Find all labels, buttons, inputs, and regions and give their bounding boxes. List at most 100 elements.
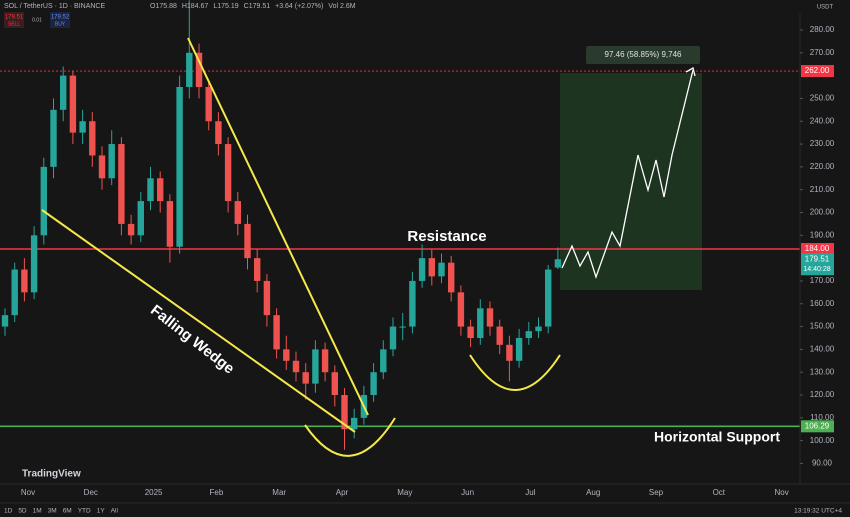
candle-body [30,235,38,293]
candle-body [554,259,562,268]
y-tick-label: 120.00 [810,390,835,399]
candle-body [98,155,106,179]
candle-body [302,372,309,384]
x-tick-label: 2025 [145,488,163,497]
candle-body [321,349,329,373]
countdown: 14:40:28 [803,266,830,273]
wedge-lower [41,209,356,433]
range-button[interactable]: 3M [48,508,57,515]
candle-body [380,349,387,373]
candle-body [79,121,86,133]
candle-body [486,308,494,327]
y-tick-label: 150.00 [810,322,835,331]
range-button[interactable]: 1D [4,508,13,515]
candle-body [118,144,125,224]
candle-body [292,360,300,373]
candle-body [467,326,474,338]
y-tick-label: 220.00 [810,162,835,171]
sell-label: SELL [8,21,20,27]
y-tick-label: 90.00 [812,459,833,468]
candle-body [477,308,484,338]
y-tick-label: 240.00 [810,116,835,125]
x-tick-label: Dec [84,488,98,497]
range-button[interactable]: YTD [78,508,91,515]
y-tick-label: 210.00 [810,185,835,194]
currency: USDT [817,5,834,11]
ohlc-legend: C179.51 [244,3,271,10]
arrow-head [685,67,696,77]
candle-body [137,201,144,236]
candle-body [448,262,455,293]
clock: 13:19:32 UTC+4 [794,508,842,515]
candle-body [50,109,57,167]
range-button[interactable]: All [111,508,119,515]
resistance-label: Resistance [407,228,486,245]
y-tick-label: 170.00 [810,276,835,285]
y-tick-label: 270.00 [810,48,835,57]
candle-body [40,166,47,236]
candle-body [312,349,319,384]
level-tag [801,65,834,78]
candle-body [428,258,435,277]
level-tag [801,420,834,433]
sell-price: 179.51 [5,15,24,21]
candle-body [515,337,523,361]
bottom-curve [304,417,396,457]
y-tick-label: 140.00 [810,344,835,353]
x-tick-label: Nov [774,488,788,497]
sell-box [4,12,24,28]
candle-body [341,395,348,430]
candle-body [244,223,251,259]
ohlc-legend: O175.88 [150,3,177,10]
candle-body [108,144,115,179]
ohlc-legend: H184.67 [182,3,209,10]
y-tick-label: 200.00 [810,208,835,217]
x-tick-label: Jul [525,488,535,497]
candle-body [127,223,135,236]
candle-body [283,349,290,361]
cup-curve [469,354,561,391]
support-label: Horizontal Support [654,429,780,445]
candle-body [195,52,203,88]
ohlc-legend: +3.64 (+2.07%) [275,3,323,10]
range-button[interactable]: 5D [18,508,27,515]
candle-body [545,269,552,327]
candle-body [370,372,377,396]
level-label: 262.00 [805,66,830,75]
x-tick-label: May [397,488,412,497]
range-button[interactable]: 1Y [97,508,106,515]
projection-box [560,73,702,290]
ohlc-legend: Vol 2.6M [328,3,355,10]
candle-body [89,121,96,156]
wedge-upper [187,37,369,416]
projection-label-box [586,46,700,64]
y-tick-label: 160.00 [810,299,835,308]
projection-path [561,69,694,280]
x-tick-label: Sep [649,488,664,497]
candle-body [409,280,416,327]
buy-price: 179.52 [51,15,70,21]
range-button[interactable]: 1M [33,508,42,515]
x-tick-label: Feb [210,488,224,497]
candle-body [438,262,445,277]
range-button[interactable]: 6M [63,508,72,515]
candle-body [166,201,174,247]
buy-label: BUY [55,21,66,27]
x-tick-label: Mar [272,488,286,497]
candle-body [457,292,465,327]
y-tick-label: 250.00 [810,94,835,103]
candle-body [21,269,28,293]
candle-body [234,201,241,224]
x-tick-label: Oct [713,488,726,497]
candle-body [389,326,397,350]
symbol-title: SOL / TetherUS · 1D · BINANCE [4,3,105,10]
level-tag [801,243,834,255]
last-price-label: 179.51 [805,254,830,263]
ohlc-legend: L175.19 [213,3,238,10]
x-tick-label: Jun [461,488,474,497]
candle-body [535,326,542,332]
candle-body [147,178,154,202]
candle-body [60,75,67,110]
